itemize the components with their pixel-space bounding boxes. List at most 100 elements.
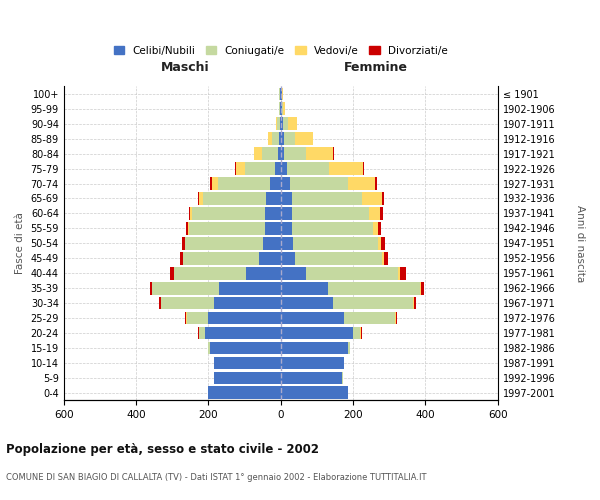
Bar xyxy=(199,192,281,205)
Bar xyxy=(247,267,281,280)
Bar xyxy=(245,162,281,175)
Legend: Celibi/Nubili, Coniugati/e, Vedovi/e, Divorziati/e: Celibi/Nubili, Coniugati/e, Vedovi/e, Di… xyxy=(110,42,452,60)
Bar xyxy=(281,326,361,340)
Bar xyxy=(198,326,281,340)
Bar xyxy=(183,252,281,264)
Bar xyxy=(281,297,413,310)
Bar xyxy=(281,162,287,175)
Bar xyxy=(281,88,283,100)
Bar xyxy=(280,88,281,100)
Bar xyxy=(281,237,382,250)
Bar xyxy=(281,356,344,370)
Bar xyxy=(281,267,306,280)
Bar xyxy=(214,372,281,384)
Bar xyxy=(281,386,348,399)
Bar xyxy=(276,118,281,130)
Bar xyxy=(281,252,382,264)
Bar xyxy=(281,326,361,340)
Bar xyxy=(281,356,344,370)
Bar xyxy=(185,312,281,324)
Bar xyxy=(281,342,348,354)
Bar xyxy=(208,312,281,324)
Bar xyxy=(281,372,343,384)
Bar xyxy=(272,132,281,145)
Bar xyxy=(266,192,281,205)
Bar xyxy=(281,237,385,250)
Bar xyxy=(270,177,281,190)
Bar xyxy=(281,177,348,190)
Bar xyxy=(279,132,281,145)
Bar xyxy=(281,297,416,310)
Bar xyxy=(214,372,281,384)
Bar xyxy=(159,297,281,310)
Bar xyxy=(281,342,350,354)
Bar xyxy=(152,282,281,294)
Bar xyxy=(281,177,375,190)
Y-axis label: Anni di nascita: Anni di nascita xyxy=(575,204,585,282)
Bar xyxy=(199,326,281,340)
Bar xyxy=(203,192,281,205)
Bar xyxy=(281,207,292,220)
Bar xyxy=(161,297,281,310)
Bar xyxy=(281,386,348,399)
Bar xyxy=(280,118,281,130)
Bar xyxy=(214,372,281,384)
Bar xyxy=(281,177,377,190)
Bar xyxy=(281,372,343,384)
Bar xyxy=(281,342,350,354)
Bar xyxy=(281,222,382,234)
Bar xyxy=(187,312,281,324)
Bar xyxy=(281,207,383,220)
Bar xyxy=(279,102,281,115)
Bar xyxy=(185,237,281,250)
Bar xyxy=(279,102,281,115)
Bar xyxy=(281,192,382,205)
Bar xyxy=(281,132,313,145)
Bar xyxy=(281,148,334,160)
Bar xyxy=(281,222,373,234)
Bar xyxy=(281,372,342,384)
Bar xyxy=(281,297,414,310)
Bar xyxy=(281,207,370,220)
Bar xyxy=(280,88,281,100)
Y-axis label: Fasce di età: Fasce di età xyxy=(15,212,25,274)
Bar xyxy=(192,207,281,220)
Bar xyxy=(236,162,281,175)
Bar xyxy=(281,88,283,100)
Bar xyxy=(281,237,293,250)
Bar xyxy=(208,386,281,399)
Bar xyxy=(208,386,281,399)
Bar xyxy=(281,132,313,145)
Bar xyxy=(281,148,333,160)
Text: Maschi: Maschi xyxy=(161,61,209,74)
Bar xyxy=(281,132,284,145)
Bar xyxy=(214,297,281,310)
Bar xyxy=(281,312,397,324)
Bar xyxy=(268,132,281,145)
Bar xyxy=(170,267,281,280)
Bar xyxy=(281,372,343,384)
Bar xyxy=(281,282,328,294)
Bar xyxy=(214,372,281,384)
Bar xyxy=(281,118,288,130)
Bar xyxy=(188,222,281,234)
Bar xyxy=(188,207,281,220)
Bar xyxy=(185,312,281,324)
Bar xyxy=(281,282,420,294)
Bar xyxy=(281,326,353,340)
Bar xyxy=(281,162,329,175)
Bar xyxy=(254,148,281,160)
Bar xyxy=(254,148,281,160)
Bar xyxy=(281,162,364,175)
Bar xyxy=(208,386,281,399)
Bar xyxy=(220,282,281,294)
Bar xyxy=(281,148,284,160)
Bar xyxy=(262,148,281,160)
Bar xyxy=(280,88,281,100)
Bar xyxy=(281,267,398,280)
Bar xyxy=(199,326,281,340)
Bar xyxy=(281,222,379,234)
Bar xyxy=(281,132,295,145)
Bar xyxy=(210,177,281,190)
Bar xyxy=(214,356,281,370)
